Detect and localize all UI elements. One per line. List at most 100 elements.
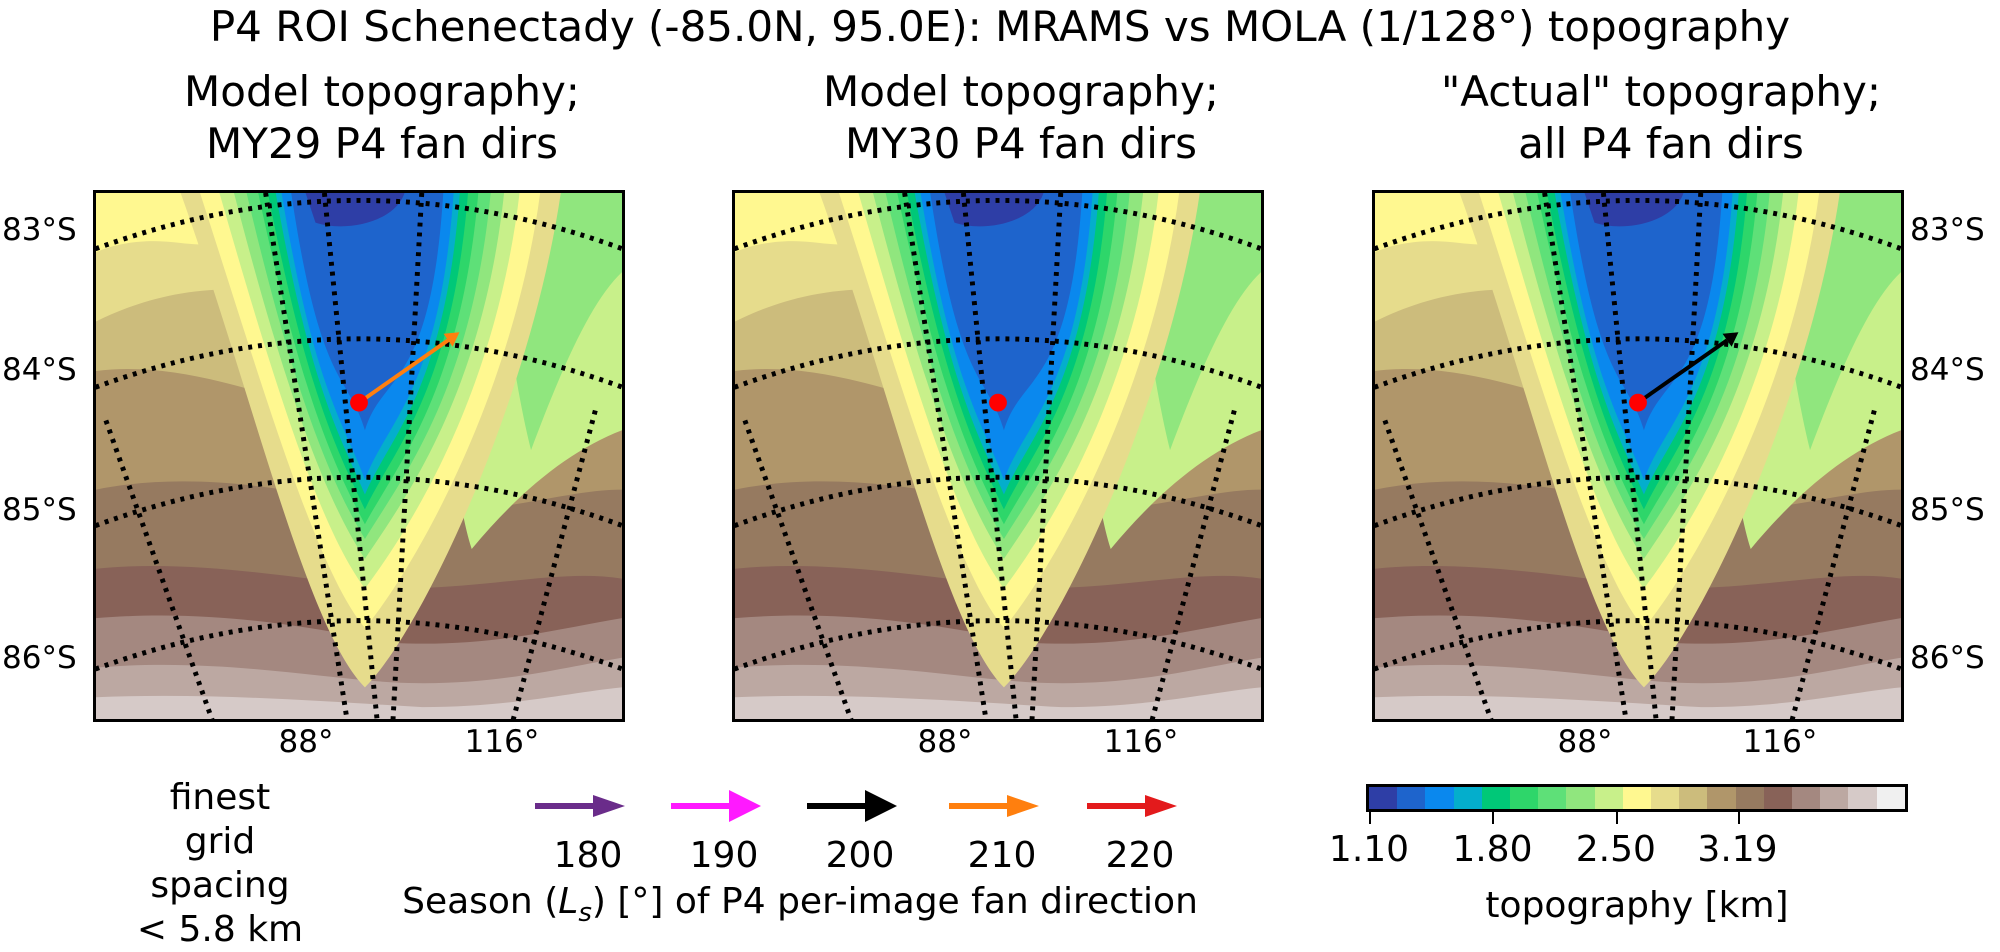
parallel-line [96,336,622,390]
colorbar-swatch [1707,787,1736,809]
colorbar-swatch [1425,787,1454,809]
roi-marker [989,393,1007,412]
colorbar-swatch [1735,787,1764,809]
lon-label-88: 88° [917,724,973,760]
panel-title-line1: Model topography; [823,67,1219,116]
colorbar-swatch [1848,787,1877,809]
colorbar-tick-label: 3.19 [1697,829,1778,870]
meridian-line [1669,193,1704,719]
colorbar-swatch [1397,787,1426,809]
fan-arrow-head [443,332,460,347]
legend-arrow-head [729,790,761,822]
parallel-line [735,474,1261,529]
map-panel-my30 [732,190,1264,722]
meridian-line [390,193,425,719]
legend-value: 180 [553,835,623,876]
meridian-line [1600,193,1659,719]
panel-title-line2: all P4 fan dirs [1518,119,1804,168]
colorbar-swatch [1453,787,1482,809]
season-legend-title: Season (Ls) [°] of P4 per-image fan dire… [300,880,1300,935]
legend-title-suffix: ) [°] of P4 per-image fan direction [591,881,1198,922]
season-legend-entry: 180 [518,788,658,878]
legend-arrow-shaft [535,803,595,809]
colorbar [1366,784,1908,812]
legend-arrow-head [593,795,625,817]
legend-arrow-shaft [949,803,1009,809]
legend-title-sub: s [578,898,592,929]
meridian-line [321,193,380,719]
lat-label-85-right: 85°S [1910,492,1985,528]
colorbar-tick-label: 1.80 [1452,829,1533,870]
colorbar-swatch [1820,787,1849,809]
colorbar-swatch [1763,787,1793,809]
colorbar-swatch [1622,787,1652,809]
meridian-line [1029,193,1064,719]
fan-arrow-head [1722,332,1739,347]
parallel-line [1375,197,1901,252]
lon-label-116: 116° [1103,724,1179,760]
meridian-line [263,193,350,719]
parallel-line [1375,474,1901,529]
lon-label-88: 88° [1557,724,1613,760]
colorbar-tick-label: 1.10 [1328,829,1410,870]
season-legend-entry: 210 [932,788,1072,878]
season-legend-entry: 190 [654,788,794,878]
legend-value: 210 [967,835,1037,876]
grid-spacing-note: finest grid spacing < 5.8 km [120,776,320,952]
meridian-line [960,193,1019,719]
graticule [1375,193,1901,719]
graticule [96,193,622,719]
panel-title-line2: MY30 P4 fan dirs [844,119,1198,168]
topography-band [96,687,622,719]
legend-arrow-shaft [671,803,731,809]
note-line1: finest [169,777,271,818]
panel-title-line1: "Actual" topography; [1440,67,1882,116]
legend-arrow-icon [535,795,625,817]
parallel-line [96,618,622,672]
lat-label-83: 83°S [2,212,77,248]
lon-label-116: 116° [1742,724,1818,760]
colorbar-tick-label: 2.50 [1575,829,1656,870]
parallel-line [96,474,622,529]
colorbar-tick [1492,812,1495,824]
legend-title-L: L [558,881,579,922]
colorbar-swatch [1679,787,1708,809]
roi-marker [1629,393,1647,412]
lon-label-116: 116° [464,724,540,760]
lon-label-88: 88° [278,724,334,760]
colorbar-tick [1615,812,1618,824]
lat-label-84-right: 84°S [1910,352,1985,388]
fan-direction-arrow [1636,338,1729,405]
lat-label-85: 85°S [2,492,77,528]
lat-label-84: 84°S [2,352,77,388]
panel-title-my30: Model topography; MY30 P4 fan dirs [721,66,1321,170]
roi-marker [350,393,368,412]
colorbar-label: topography [km] [1485,885,1789,926]
legend-arrow-head [1007,795,1039,817]
map-panel-actual [1372,190,1904,722]
note-line3: < 5.8 km [136,909,304,950]
colorbar-swatch [1792,787,1821,809]
legend-arrow-shaft [807,803,867,809]
parallel-line [735,197,1261,252]
legend-arrow-head [1145,795,1177,817]
parallel-line [1375,336,1901,390]
colorbar-tick [1369,812,1371,824]
topography-band [735,687,1261,719]
colorbar-swatch [1566,787,1595,809]
legend-value: 190 [689,835,759,876]
figure-title: P4 ROI Schenectady (-85.0N, 95.0E): MRAM… [209,2,1791,51]
topography-band [1375,687,1901,719]
panel-title-line1: Model topography; [184,67,580,116]
map-panel-my29 [93,190,625,722]
panel-title-line2: MY29 P4 fan dirs [205,119,559,168]
panel-title-actual: "Actual" topography; all P4 fan dirs [1361,66,1961,170]
season-legend-entry: 200 [790,788,930,878]
season-legend-entry: 220 [1070,788,1210,878]
legend-arrow-icon [1087,795,1177,817]
legend-arrow-icon [671,790,761,822]
legend-arrow-icon [949,795,1039,817]
parallel-line [735,618,1261,672]
lat-label-86-right: 86°S [1910,640,1985,676]
graticule [735,193,1261,719]
